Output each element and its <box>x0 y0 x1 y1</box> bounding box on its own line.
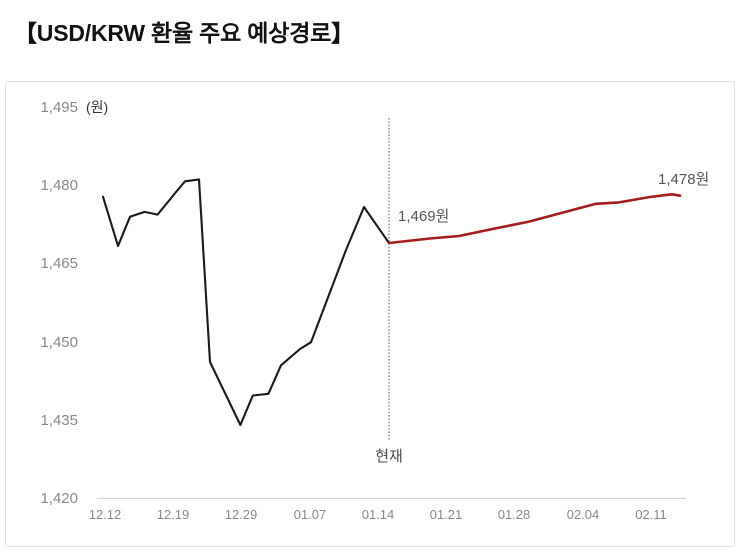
svg-text:01.14: 01.14 <box>362 507 395 522</box>
svg-text:1,478원: 1,478원 <box>658 171 709 188</box>
svg-text:01.07: 01.07 <box>294 507 327 522</box>
svg-text:(원): (원) <box>86 99 108 115</box>
svg-text:1,480: 1,480 <box>40 177 78 194</box>
svg-text:12.12: 12.12 <box>89 507 122 522</box>
svg-text:12.19: 12.19 <box>157 507 190 522</box>
svg-text:1,420: 1,420 <box>40 490 78 507</box>
svg-text:1,435: 1,435 <box>40 412 78 429</box>
svg-text:02.11: 02.11 <box>635 507 667 522</box>
svg-text:1,465: 1,465 <box>40 255 78 272</box>
svg-text:01.28: 01.28 <box>498 507 531 522</box>
svg-text:1,450: 1,450 <box>40 334 78 351</box>
svg-text:02.04: 02.04 <box>567 507 600 522</box>
svg-text:1,469원: 1,469원 <box>398 208 449 225</box>
svg-text:01.21: 01.21 <box>430 507 463 522</box>
svg-text:현재: 현재 <box>375 448 403 465</box>
svg-text:12.29: 12.29 <box>225 507 258 522</box>
svg-text:1,495: 1,495 <box>40 99 78 116</box>
